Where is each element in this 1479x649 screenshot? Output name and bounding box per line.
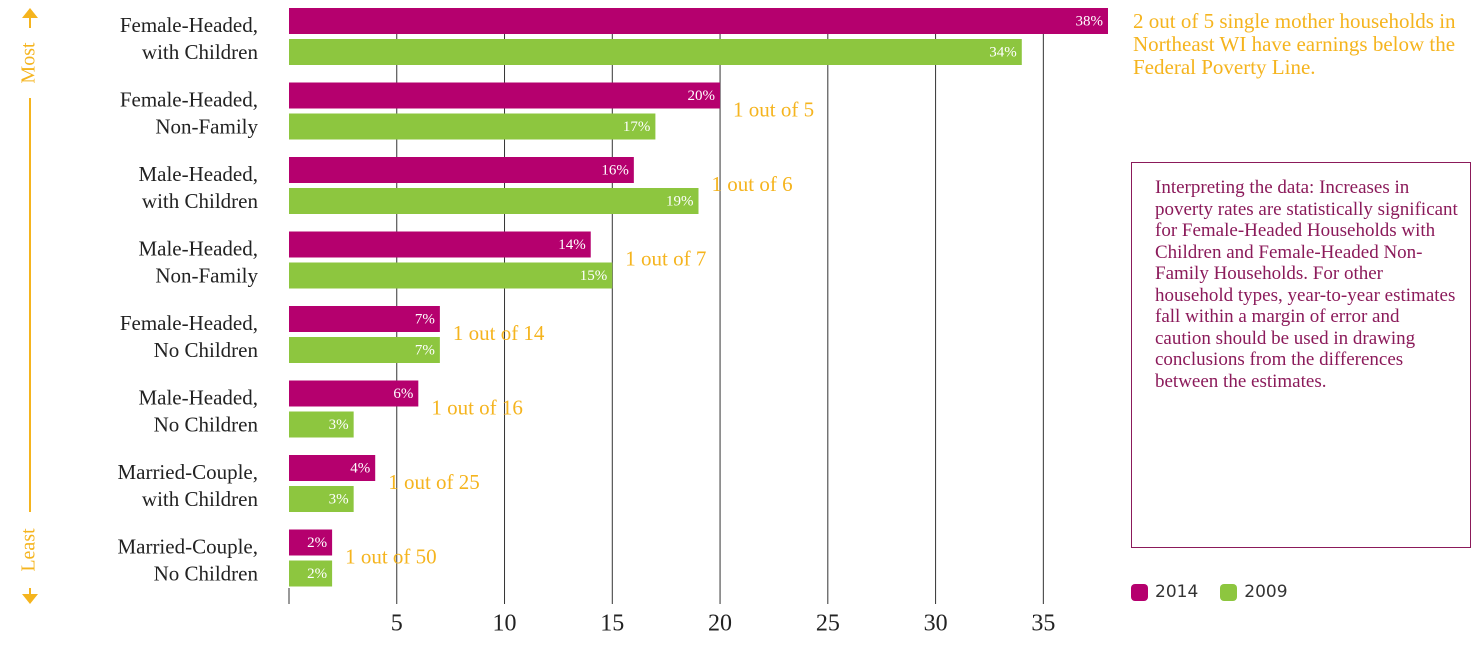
x-tick-label: 30 bbox=[924, 611, 948, 637]
x-tick-label: 25 bbox=[816, 611, 840, 637]
bar-value-label: 2% bbox=[307, 535, 327, 551]
bar bbox=[289, 262, 613, 289]
axis-top-label: Most bbox=[18, 42, 40, 84]
axis-bottom-label: Least bbox=[18, 528, 40, 572]
bar bbox=[289, 411, 354, 438]
ratio-label: 1 out of 6 bbox=[712, 172, 793, 196]
bar-value-label: 19% bbox=[666, 193, 694, 209]
ratio-label: 1 out of 14 bbox=[453, 321, 545, 345]
category-label: with Children bbox=[142, 189, 259, 213]
bar bbox=[289, 486, 354, 512]
ratio-label: 1 out of 5 bbox=[733, 97, 814, 121]
category-label: Married-Couple, bbox=[117, 460, 258, 484]
bar bbox=[289, 231, 591, 258]
category-label: No Children bbox=[154, 561, 259, 585]
arrow-head bbox=[22, 594, 38, 604]
note-box: Interpreting the data: Increases in pove… bbox=[1131, 162, 1471, 548]
x-tick-label: 10 bbox=[493, 611, 517, 637]
category-label: Male-Headed, bbox=[138, 236, 258, 260]
bar-value-label: 17% bbox=[623, 119, 651, 135]
bar-value-label: 7% bbox=[415, 311, 435, 327]
bar-value-label: 3% bbox=[329, 417, 349, 433]
bar bbox=[289, 39, 1022, 65]
category-label: Female-Headed, bbox=[120, 87, 258, 111]
legend-label: 2014 bbox=[1155, 582, 1199, 602]
arrow-head bbox=[22, 8, 38, 18]
bar-value-label: 7% bbox=[415, 342, 435, 358]
bar-value-label: 6% bbox=[393, 386, 413, 402]
label-bg bbox=[18, 28, 42, 98]
x-tick-label: 15 bbox=[600, 611, 624, 637]
ratio-label: 1 out of 16 bbox=[431, 395, 523, 419]
legend: 2014 2009 bbox=[1131, 582, 1310, 602]
category-label: Female-Headed, bbox=[120, 13, 258, 37]
bar bbox=[289, 113, 656, 140]
callout: 2 out of 5 single mother households in N… bbox=[1133, 9, 1456, 79]
category-label: with Children bbox=[142, 40, 259, 64]
bar bbox=[289, 82, 721, 109]
category-label: No Children bbox=[154, 412, 259, 436]
category-label: Male-Headed, bbox=[138, 162, 258, 186]
category-label: Non-Family bbox=[155, 114, 258, 138]
ratio-label: 1 out of 7 bbox=[625, 246, 706, 270]
bar-value-label: 4% bbox=[350, 460, 370, 476]
category-label: Male-Headed, bbox=[138, 385, 258, 409]
legend-label: 2009 bbox=[1244, 582, 1288, 602]
category-label: Female-Headed, bbox=[120, 311, 258, 335]
bar bbox=[289, 337, 440, 363]
legend-item: 2014 bbox=[1131, 582, 1198, 602]
bar-value-label: 14% bbox=[558, 237, 586, 253]
bar-value-label: 2% bbox=[307, 566, 327, 582]
x-tick-label: 5 bbox=[391, 611, 403, 637]
x-tick-label: 35 bbox=[1031, 611, 1055, 637]
bar bbox=[289, 529, 333, 556]
legend-swatch bbox=[1131, 583, 1148, 601]
label-bg bbox=[18, 512, 42, 588]
bar bbox=[289, 560, 333, 587]
ratio-label: 1 out of 50 bbox=[345, 544, 437, 568]
bar bbox=[289, 188, 699, 214]
bar-value-label: 34% bbox=[989, 44, 1017, 60]
category-label: Non-Family bbox=[155, 263, 258, 287]
bar bbox=[289, 157, 634, 183]
bar bbox=[289, 8, 1108, 34]
bar-value-label: 38% bbox=[1076, 13, 1104, 29]
category-label: No Children bbox=[154, 338, 259, 362]
bar bbox=[289, 455, 376, 481]
category-label: Married-Couple, bbox=[117, 534, 258, 558]
category-label: with Children bbox=[142, 487, 259, 511]
bar bbox=[289, 306, 440, 332]
legend-item: 2009 bbox=[1220, 582, 1288, 602]
bar-value-label: 15% bbox=[580, 268, 608, 284]
ratio-label: 1 out of 25 bbox=[388, 470, 480, 494]
legend-swatch bbox=[1220, 583, 1238, 601]
bar-value-label: 3% bbox=[329, 491, 349, 507]
bar-value-label: 16% bbox=[601, 162, 629, 178]
bar-value-label: 20% bbox=[688, 88, 716, 104]
x-tick-label: 20 bbox=[708, 611, 732, 637]
bar bbox=[289, 380, 419, 407]
